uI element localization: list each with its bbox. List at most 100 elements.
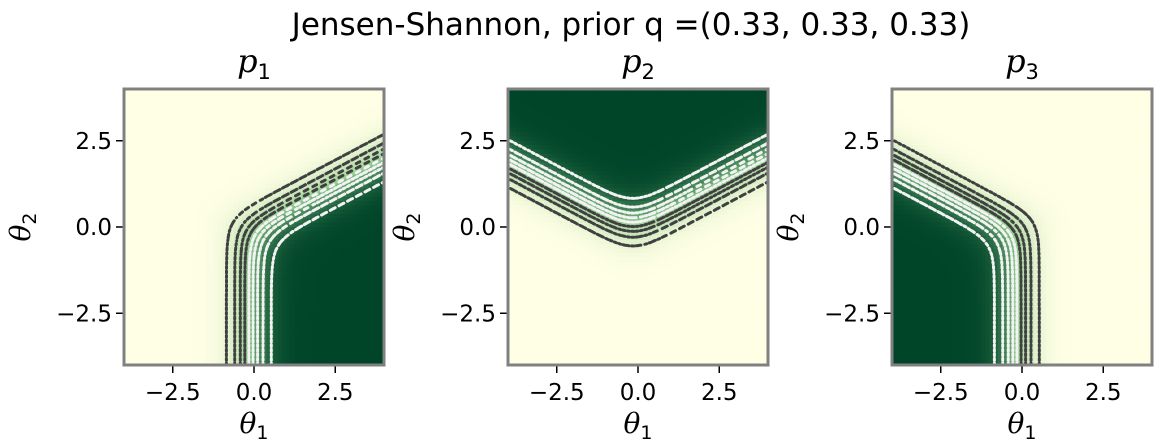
heatmap-cell (233, 317, 239, 323)
heatmap-cell (233, 218, 239, 224)
heatmap-cell (723, 136, 728, 142)
heatmap-cell (310, 231, 316, 237)
heatmap-cell (189, 231, 194, 237)
heatmap-cell (266, 291, 271, 297)
heatmap-cell (327, 218, 332, 224)
heatmap-cell (319, 339, 324, 345)
heatmap-cell (229, 274, 235, 280)
heatmap-cell (601, 127, 607, 133)
heatmap-cell (213, 227, 219, 232)
heatmap-cell (298, 339, 304, 345)
heatmap-cell (593, 89, 598, 94)
heatmap-cell (319, 252, 324, 258)
heatmap-cell (270, 153, 275, 159)
heatmap-cell (294, 170, 300, 176)
heatmap-cell (310, 158, 316, 163)
heatmap-cell (323, 343, 328, 349)
heatmap-cell (314, 300, 320, 306)
contour-line (238, 147, 384, 365)
heatmap-cell (221, 222, 227, 228)
heatmap-cell (148, 97, 154, 103)
heatmap-cell (136, 270, 141, 276)
heatmap-cell (678, 140, 684, 146)
heatmap-cell (217, 132, 223, 138)
heatmap-cell (629, 123, 635, 129)
heatmap-cell (148, 136, 154, 142)
heatmap-cell (319, 330, 324, 336)
heatmap-cell (528, 127, 533, 133)
heatmap-cell (314, 274, 320, 280)
heatmap-cell (747, 132, 753, 138)
heatmap-cell (290, 214, 296, 219)
heatmap-cell (314, 179, 320, 185)
heatmap-cell (156, 97, 162, 103)
heatmap-cell (319, 287, 324, 293)
heatmap-cell (233, 106, 239, 112)
heatmap-cell (184, 287, 190, 293)
heatmap-cell (278, 326, 284, 332)
heatmap-cell (193, 166, 198, 172)
heatmap-cell (629, 93, 635, 99)
heatmap-cell (258, 170, 263, 176)
heatmap-cell (132, 158, 137, 163)
heatmap-cell (217, 170, 223, 176)
heatmap-cell (568, 136, 574, 142)
heatmap-cell (225, 192, 231, 198)
heatmap-cell (302, 339, 308, 345)
heatmap-cell (294, 347, 300, 353)
heatmap-cell (335, 227, 340, 232)
heatmap-cell (140, 239, 145, 245)
heatmap-cell (124, 248, 129, 254)
heatmap-cell (258, 93, 263, 99)
heatmap-cell (193, 127, 198, 133)
heatmap-cell (327, 222, 332, 228)
heatmap-cell (152, 93, 158, 99)
heatmap-cell (727, 136, 733, 142)
heatmap-cell (650, 136, 655, 142)
heatmap-cell (343, 261, 349, 267)
heatmap-cell (617, 89, 623, 94)
heatmap-cell (335, 334, 340, 340)
heatmap-cell (128, 283, 133, 288)
heatmap-cell (124, 218, 129, 224)
heatmap-cell (262, 179, 267, 185)
heatmap-cell (221, 347, 227, 353)
heatmap-cell (605, 132, 611, 138)
heatmap-cell (274, 334, 279, 340)
heatmap-cell (379, 106, 384, 112)
heatmap-cell (274, 192, 279, 198)
heatmap-cell (168, 93, 174, 99)
heatmap-cell (314, 248, 320, 254)
heatmap-cell (715, 132, 720, 138)
heatmap-cell (343, 317, 349, 323)
heatmap-cell (290, 274, 296, 280)
heatmap-cell (629, 114, 635, 120)
heatmap-cell (136, 227, 141, 232)
heatmap-cell (528, 145, 533, 150)
heatmap-cell (160, 214, 166, 219)
heatmap-cell (290, 300, 296, 306)
heatmap-cell (148, 205, 154, 211)
heatmap-cell (237, 132, 243, 138)
heatmap-cell (650, 89, 655, 94)
heatmap-cell (319, 321, 324, 327)
heatmap-cell (266, 317, 271, 323)
y-tick-label: 0.0 (75, 215, 112, 241)
heatmap-cell (241, 222, 247, 228)
heatmap-cell (674, 106, 680, 112)
heatmap-cell (310, 278, 316, 284)
heatmap-cell (310, 326, 316, 332)
heatmap-cell (355, 352, 361, 357)
heatmap-cell (128, 360, 133, 365)
heatmap-cell (654, 110, 659, 116)
heatmap-cell (128, 339, 133, 345)
heatmap-cell (568, 119, 574, 125)
heatmap-cell (128, 93, 133, 99)
heatmap-cell (544, 101, 550, 107)
heatmap-cell (735, 114, 741, 120)
heatmap-cell (172, 257, 178, 263)
heatmap-cell (306, 339, 312, 345)
heatmap-cell (306, 308, 312, 314)
heatmap-cell (654, 114, 659, 120)
